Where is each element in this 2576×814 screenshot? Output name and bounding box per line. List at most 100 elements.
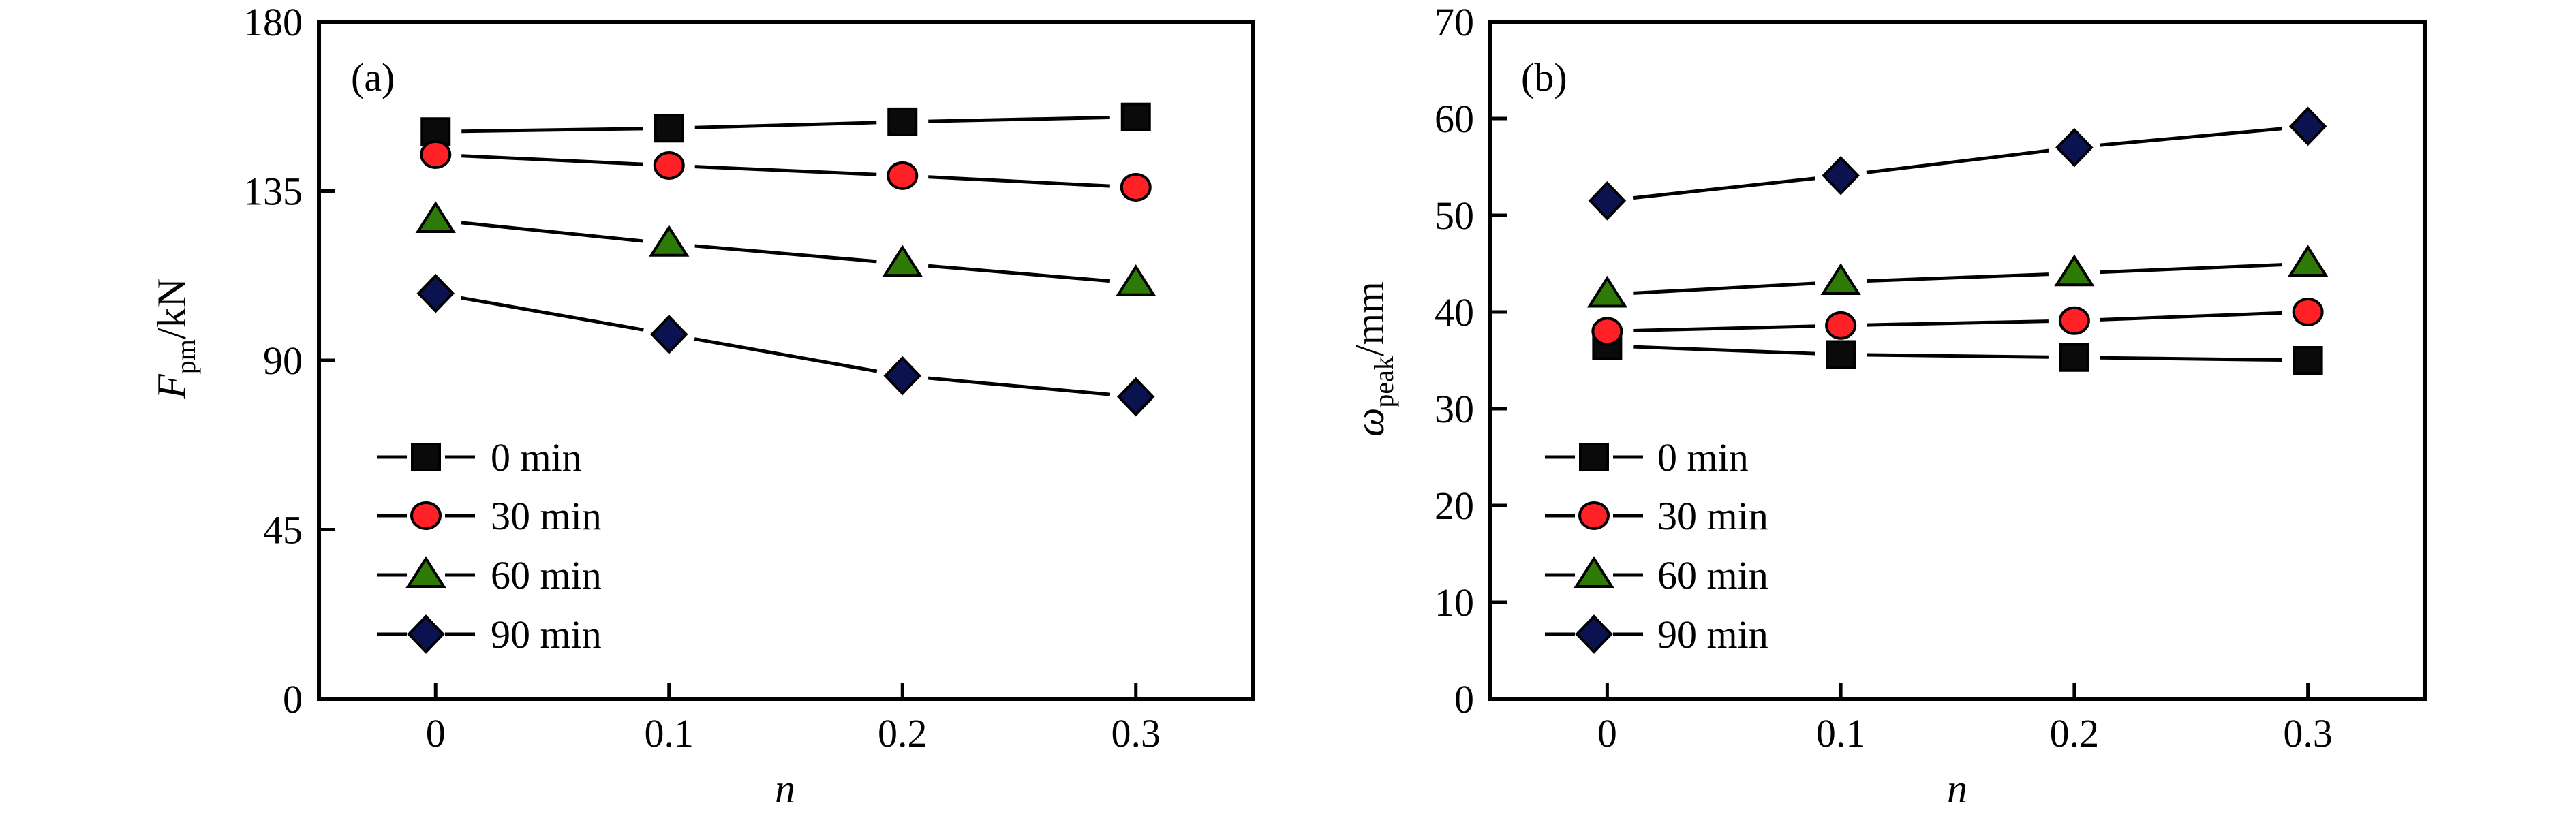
x-tick-label-a: 0.2 [878,711,927,755]
series-b-0-min [1592,331,2323,375]
data-point-diamond [649,315,688,354]
data-point-triangle [1586,275,1628,308]
y-tick-label-b: 50 [1435,193,1474,238]
data-point-circle [1120,172,1152,202]
series-b-30-min [1591,298,2324,346]
data-point-diamond [2055,127,2094,168]
y-axis-title-a: Fpm/kN [149,278,201,400]
data-point-triangle [1820,263,1861,295]
data-point-square [887,107,918,136]
data-point-circle [420,140,452,169]
legend-label: 90 min [1657,612,1768,657]
series-a-0-min [420,102,1151,146]
y-tick-label-a: 135 [243,170,303,214]
legend-marker-triangle [405,556,446,588]
x-axis-title-b: n [1947,766,1967,811]
panel-label-a: (a) [351,55,395,99]
y-tick-label-b: 70 [1435,0,1474,44]
x-tick-label-b: 0 [1597,711,1617,755]
series-b-90-min [1588,106,2327,221]
data-point-circle [2292,298,2324,326]
y-tick-label-b: 20 [1435,484,1474,528]
series-line-segment [1633,281,1815,295]
series-line-segment [694,121,877,129]
x-axis-title-a: n [775,766,795,811]
series-line-segment [694,337,878,373]
legend-marker-circle [410,501,442,530]
legend-label: 30 min [1657,494,1768,538]
series-line-segment [928,175,1110,188]
y-tick-label-b: 60 [1435,97,1474,141]
data-point-square [1120,102,1151,131]
y-tick-label-a: 90 [263,339,303,383]
x-tick-label-a: 0.1 [645,711,694,755]
y-axis-subscript-b: peak [1368,356,1399,408]
data-point-square [2293,346,2323,375]
series-a-60-min [415,201,1156,296]
legend-label: 0 min [491,435,582,480]
x-tick-label-a: 0.3 [1111,711,1161,755]
data-point-triangle [1116,264,1156,296]
series-line-segment [1867,319,2049,327]
series-b-60-min [1586,245,2329,308]
y-tick-label-b: 40 [1435,290,1474,334]
legend-marker-diamond [1575,614,1613,654]
series-line-segment [461,296,644,332]
series-line-segment [694,244,877,264]
series-line-segment [2100,311,2282,322]
series-line-segment [2100,356,2282,362]
panel-a: (a) Fpm/kN n 0 45 90 135 180 0 0.1 0.2 0.3 0 min 3… [149,0,1255,811]
y-axis-title-b: ωpeak/mm [1347,281,1399,437]
data-point-triangle [415,201,456,234]
y-axis-unit-a: /kN [149,278,194,339]
data-point-circle [887,161,919,190]
y-tick-label-b: 0 [1454,677,1474,721]
legend-item-a: 30 min [377,494,602,538]
series-line-segment [927,376,1111,396]
legend-label: 60 min [491,553,602,597]
legend-label: 60 min [1657,553,1768,597]
legend-item-b: 60 min [1545,553,1768,597]
data-point-square [2059,343,2089,372]
y-tick-label-b: 30 [1435,387,1474,431]
series-line-segment [694,165,877,176]
data-point-triangle [649,225,690,257]
y-axis-unit-b: /mm [1347,281,1392,356]
series-line-segment [461,221,644,243]
series-line-segment [1867,272,2049,283]
legend-marker-triangle [1574,556,1614,588]
data-point-diamond [883,356,922,396]
series-line-segment [928,116,1110,123]
series-line-segment [2100,127,2283,147]
series-line-segment [2100,263,2282,275]
panel-label-b: (b) [1521,55,1567,99]
legend-marker-diamond [407,614,445,654]
series-line-segment [927,264,1111,283]
legend-marker-circle [1578,501,1610,530]
data-point-diamond [1588,181,1627,221]
series-line-segment [1632,176,1815,200]
legend-marker-square [1579,443,1609,471]
x-tick-label-b: 0.3 [2283,711,2333,755]
y-axis-symbol-b: ω [1347,408,1392,437]
data-point-square [1826,340,1856,369]
series-line-segment [461,154,643,166]
data-point-diamond [1116,377,1155,417]
y-tick-label-a: 45 [263,508,303,552]
legend-item-b: 30 min [1545,494,1768,538]
x-tick-label-b: 0.2 [2050,711,2100,755]
data-point-diamond [1822,155,1860,195]
series-a-30-min [420,140,1152,202]
legend-item-a: 60 min [377,553,602,597]
data-point-circle [2058,306,2090,335]
x-tick-label-a: 0 [426,711,446,755]
legend-label: 0 min [1657,435,1749,480]
series-line-segment [1866,148,2049,174]
legend-item-b: 0 min [1545,435,1749,480]
x-tick-label-b: 0.1 [1816,711,1866,755]
series-a-90-min [416,273,1155,417]
data-point-triangle [2287,245,2329,277]
legend-label: 90 min [491,612,602,657]
y-axis-subscript-a: pm [170,339,201,374]
data-point-triangle [2054,254,2095,287]
